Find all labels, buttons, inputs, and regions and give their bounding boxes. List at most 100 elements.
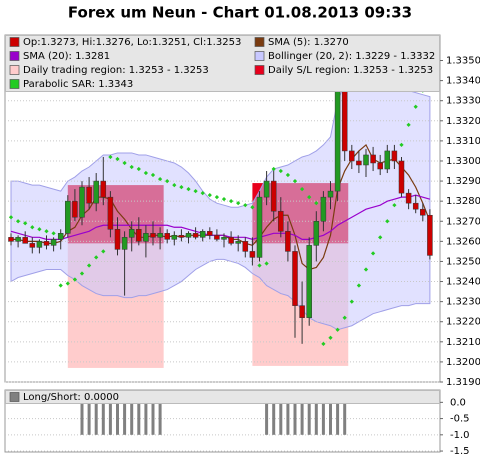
- bar: [123, 402, 127, 435]
- y-tick-label: 1.3320: [446, 116, 480, 127]
- bar: [300, 402, 304, 435]
- candle-body: [128, 229, 135, 238]
- candle-body: [150, 233, 156, 238]
- bar: [293, 402, 297, 435]
- candle-body: [50, 239, 57, 246]
- legend: [5, 390, 440, 404]
- legend-swatch: [9, 392, 20, 402]
- sar-dot: [378, 235, 383, 240]
- y-tick-label: 1.3280: [446, 196, 480, 207]
- sar-dot: [129, 164, 134, 170]
- sar-dot: [186, 186, 191, 192]
- sar-dot: [207, 193, 212, 198]
- sar-dot: [172, 182, 177, 188]
- candle-body: [377, 162, 383, 170]
- legend-swatch: [254, 65, 265, 75]
- y-tick-label: 1.3350: [446, 56, 480, 67]
- legend: [5, 35, 440, 92]
- candle-body: [107, 196, 114, 230]
- sar-dot: [37, 227, 42, 232]
- sar-dot: [363, 267, 369, 272]
- y-tick-label: 1.3300: [446, 156, 480, 167]
- candle-body: [79, 186, 85, 218]
- bar: [314, 402, 318, 435]
- candle-body: [370, 154, 376, 164]
- candle-body: [178, 235, 185, 238]
- bar: [321, 402, 325, 435]
- candle-body: [320, 196, 327, 222]
- legend-label: SMA (20): 1.3281: [23, 51, 110, 62]
- sar-dot: [51, 231, 56, 236]
- candle-body: [412, 202, 419, 210]
- candle-body: [313, 221, 320, 246]
- bar: [80, 402, 84, 435]
- sar-dot: [342, 315, 347, 320]
- sar-dot: [115, 156, 120, 162]
- bar: [130, 402, 134, 435]
- candle-body: [363, 154, 369, 166]
- legend-swatch: [9, 37, 20, 47]
- sar-dot: [108, 154, 113, 160]
- sar-dot: [136, 166, 141, 172]
- y-tick-label: 1.3210: [446, 337, 480, 348]
- sar-dot: [15, 219, 21, 224]
- sar-dot: [321, 341, 326, 346]
- sar-dot: [44, 229, 49, 234]
- sar-dot: [285, 172, 291, 178]
- bar: [336, 402, 340, 435]
- sar-dot: [399, 142, 404, 148]
- candle-body: [341, 90, 348, 152]
- sar-dot: [349, 299, 354, 304]
- bollinger-band: [10, 78, 431, 331]
- legend-label: Bollinger (20, 2): 1.3229 - 1.3332: [268, 51, 435, 62]
- candle-body: [171, 235, 178, 240]
- candle-body: [278, 210, 284, 232]
- candle-body: [299, 305, 305, 318]
- sar-dot: [8, 215, 14, 220]
- candle-body: [15, 237, 21, 242]
- sar-dot: [101, 249, 106, 254]
- candle-body: [270, 180, 277, 212]
- legend-label: Op:1.3273, Hi:1.3276, Lo:1.3251, Cl:1.32…: [23, 37, 241, 48]
- y-tick-label: 1.3230: [446, 297, 480, 308]
- sma-line: [10, 194, 431, 240]
- candle-body: [72, 200, 78, 218]
- candle-body: [100, 180, 107, 198]
- bar: [87, 402, 91, 435]
- sar-dot: [307, 195, 312, 200]
- bar: [144, 402, 148, 435]
- y-tick-label: 1.3240: [446, 277, 480, 288]
- sar-dot: [243, 203, 248, 208]
- legend-swatch: [254, 37, 265, 47]
- sar-dot: [264, 261, 269, 266]
- sar-dot: [30, 225, 35, 230]
- sar-dot: [392, 203, 397, 208]
- legend-label: Parabolic SAR: 1.3343: [23, 79, 133, 90]
- candle-body: [157, 233, 163, 238]
- sar-dot: [271, 166, 276, 172]
- y-tick-label: 1.3330: [446, 96, 480, 107]
- sar-dot: [214, 195, 220, 200]
- candle-body: [398, 160, 405, 194]
- bar: [343, 402, 347, 435]
- sar-dot: [228, 199, 234, 204]
- candle-body: [391, 150, 398, 162]
- bar: [329, 402, 332, 435]
- candle-body: [65, 200, 71, 234]
- bar: [158, 402, 162, 435]
- sar-dot: [200, 191, 205, 196]
- sar-dot: [292, 178, 298, 184]
- bar: [137, 402, 141, 435]
- candle-body: [306, 245, 312, 318]
- sar-dot: [143, 170, 149, 176]
- y-tick-label: 1.3290: [446, 176, 480, 187]
- candle-body: [207, 231, 213, 236]
- y-tick-label: 0.0: [450, 397, 466, 408]
- candle-body: [185, 233, 192, 238]
- y-tick-label: 1.3310: [446, 136, 480, 147]
- candle-body: [285, 231, 291, 252]
- legend-label: Daily trading region: 1.3253 - 1.3253: [23, 65, 209, 76]
- bar: [286, 402, 290, 435]
- legend-swatch: [254, 51, 265, 61]
